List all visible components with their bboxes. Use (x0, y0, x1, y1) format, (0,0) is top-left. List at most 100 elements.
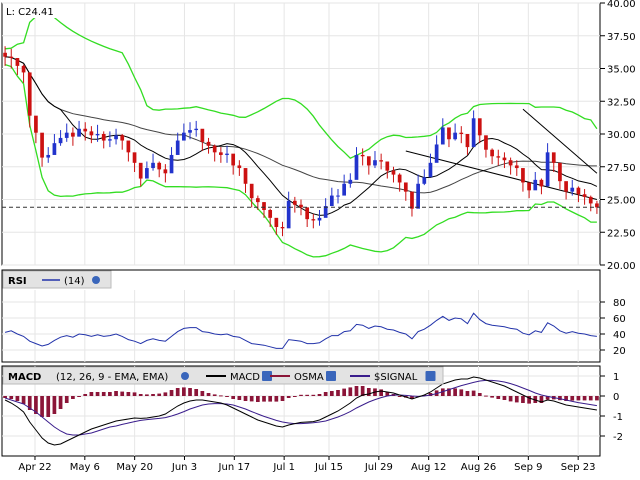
candle-body (558, 162, 562, 182)
candle-body (64, 132, 69, 138)
osma-bar (225, 396, 229, 397)
x-tick-label: Sep 9 (514, 462, 542, 473)
osma-bar (40, 396, 44, 417)
osma-bar (138, 394, 143, 396)
osma-bar (305, 394, 310, 396)
candle-body (286, 200, 291, 229)
macd-tick-label: 1 (613, 372, 619, 383)
osma-bar (46, 396, 51, 417)
osma-bar (323, 392, 328, 396)
candle-body (514, 165, 519, 169)
candle-body (138, 162, 143, 179)
bollinger-upper-line (5, 10, 598, 159)
last-price-label: L: C24.41 (6, 7, 54, 18)
candle-body (440, 127, 445, 145)
osma-bar (502, 396, 507, 400)
candle-body (58, 137, 63, 144)
price-tick-label: 20.00 (607, 261, 636, 272)
candle-body (373, 160, 377, 166)
osma-bar (255, 396, 260, 402)
osma-bar (410, 396, 414, 399)
candle-body (465, 134, 470, 148)
osma-bar (231, 396, 236, 399)
candle-body (151, 162, 155, 169)
candle-body (410, 191, 414, 209)
osma-bar (342, 388, 347, 396)
price-tick-label: 22.50 (607, 228, 636, 239)
osma-bar (151, 394, 155, 396)
osma-bar (27, 396, 32, 410)
macd-settings-icon (181, 372, 189, 380)
candle-body (447, 127, 451, 140)
candle-body (194, 128, 199, 131)
osma-bar (354, 386, 359, 396)
candle-body (545, 152, 550, 187)
candle-body (317, 217, 322, 221)
candle-body (323, 206, 328, 218)
candle-body (27, 72, 32, 116)
osma-bar (21, 396, 26, 404)
candle-body (348, 179, 353, 184)
osma-bar (286, 396, 291, 398)
macd-legend-check-icon (262, 371, 272, 381)
candle-body (77, 128, 81, 137)
osma-bar (126, 392, 131, 396)
osma-bar (163, 392, 168, 396)
candle-body (40, 132, 44, 158)
candle-body (428, 162, 433, 178)
macd-legend-check-icon (326, 371, 336, 381)
candle-body (379, 160, 383, 162)
x-tick-label: Jul 15 (314, 462, 343, 473)
osma-bar (521, 396, 525, 403)
rsi-title: RSI (8, 276, 27, 287)
candle-body (169, 154, 174, 174)
x-tick-label: May 20 (116, 462, 153, 473)
osma-bar (89, 392, 94, 396)
osma-bar (453, 388, 457, 396)
osma-bar (471, 390, 476, 396)
candle-body (385, 161, 390, 171)
price-tick-label: 32.50 (607, 97, 636, 108)
price-tick-label: 37.50 (607, 32, 636, 43)
candle-body (570, 187, 575, 192)
price-tick-label: 27.50 (607, 163, 636, 174)
osma-bar (292, 396, 297, 397)
candle-body (120, 135, 125, 141)
osma-bar (317, 394, 322, 396)
candle-body (34, 115, 38, 133)
macd-legend-label: $SIGNAL (374, 372, 418, 383)
candle-body (299, 204, 303, 208)
candle-body (354, 154, 359, 180)
candle-body (9, 56, 14, 59)
candle-body (268, 209, 273, 218)
macd-panel: 1 0 -1 -2 MACD (12, 26, 9 - EMA, EMA) MACD OSMA… (1, 365, 623, 457)
osma-bar (397, 396, 402, 397)
candle-body (114, 135, 118, 140)
osma-bar (34, 396, 38, 414)
osma-bar (206, 393, 211, 396)
last-price-label-bg (3, 4, 57, 18)
rsi-tick-label: 40 (613, 330, 626, 341)
candle-body (539, 179, 544, 187)
osma-bar (379, 389, 383, 396)
candle-body (182, 132, 186, 141)
macd-line (4, 376, 597, 446)
osma-bar (182, 387, 186, 396)
candle-body (471, 118, 476, 148)
candle-body (21, 65, 26, 73)
osma-bar (570, 396, 575, 401)
x-tick-label: Aug 12 (411, 462, 446, 473)
candle-body (397, 174, 402, 183)
price-tick-label: 35.00 (607, 65, 636, 76)
candle-body (311, 219, 316, 221)
candle-body (527, 182, 531, 191)
candle-body (422, 177, 427, 184)
rsi-tick-label: 20 (613, 346, 626, 357)
candle-body (262, 202, 266, 210)
osma-bar (15, 396, 20, 401)
osma-bar (311, 394, 316, 396)
osma-bar (477, 393, 482, 396)
candle-body (3, 52, 7, 57)
price-tick-label: 40.00 (607, 0, 636, 10)
